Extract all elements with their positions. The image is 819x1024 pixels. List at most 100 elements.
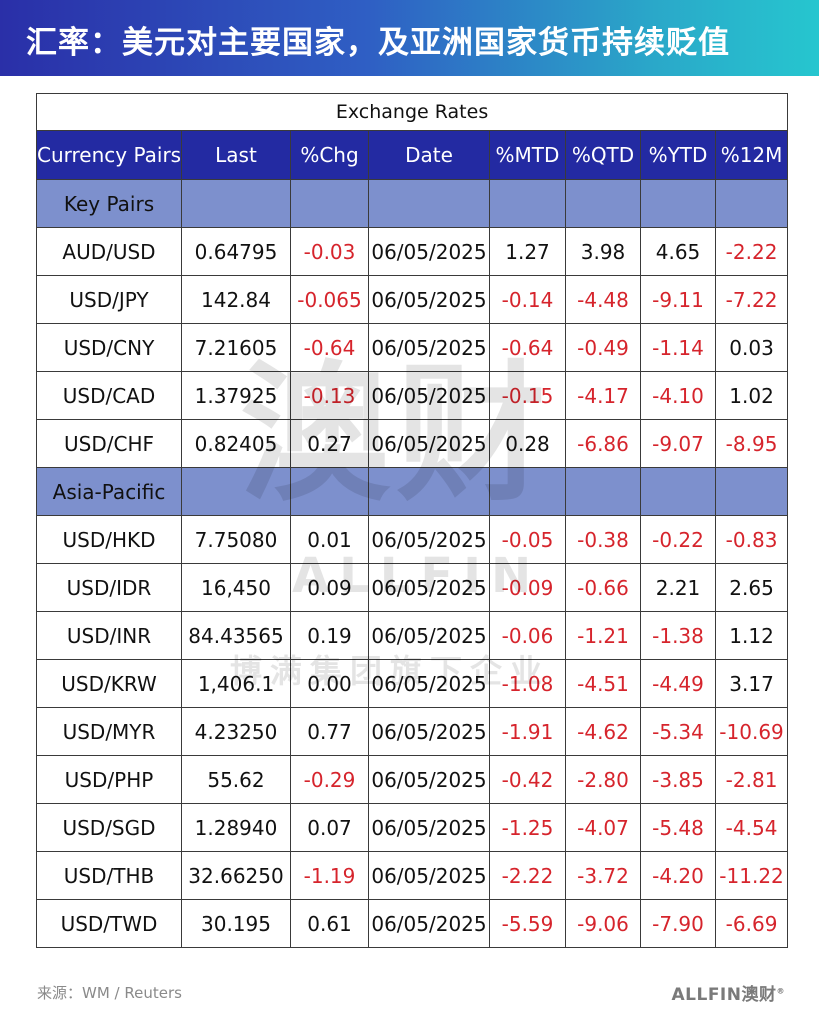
table-cell: -4.62 <box>565 707 641 756</box>
table-cell: 1.37925 <box>181 371 291 420</box>
group-label: Asia-Pacific <box>36 467 182 516</box>
table-cell: -2.22 <box>714 227 789 276</box>
table-cell: -0.66 <box>565 563 641 612</box>
table-cell: -7.90 <box>640 899 716 948</box>
table-cell: -4.20 <box>640 851 716 900</box>
column-header: Last <box>181 130 291 180</box>
table-cell: -2.22 <box>489 851 566 900</box>
group-cell <box>714 467 789 516</box>
table-row: USD/IDR 16,450 0.09 06/05/2025 -0.09 -0.66 2.2… <box>36 563 789 612</box>
table-row: AUD/USD 0.64795 -0.03 06/05/2025 1.27 3.98 4.6… <box>36 227 789 276</box>
currency-pair-cell: USD/CHF <box>36 419 182 468</box>
group-cell <box>565 179 641 228</box>
table-cell: 55.62 <box>181 755 291 804</box>
column-header: Currency Pairs <box>36 130 182 180</box>
table-cell: 3.17 <box>714 659 789 708</box>
table-cell: 0.77 <box>290 707 369 756</box>
table-cell: -0.065 <box>290 275 369 324</box>
group-cell <box>565 467 641 516</box>
table-cell: 4.23250 <box>181 707 291 756</box>
currency-pair-cell: USD/THB <box>36 851 182 900</box>
table-cell: 0.61 <box>290 899 369 948</box>
table-cell: 06/05/2025 <box>368 323 490 372</box>
table-row: USD/CHF 0.82405 0.27 06/05/2025 0.28 -6.86 -9.… <box>36 419 789 468</box>
table-cell: 06/05/2025 <box>368 851 490 900</box>
table-cell: 06/05/2025 <box>368 275 490 324</box>
table-row: USD/TWD 30.195 0.61 06/05/2025 -5.59 -9.06 -7.… <box>36 899 789 948</box>
table-cell: 0.28 <box>489 419 566 468</box>
table-row: USD/KRW 1,406.1 0.00 06/05/2025 -1.08 -4.51 -4… <box>36 659 789 708</box>
table-cell: -5.59 <box>489 899 566 948</box>
table-cell: -9.11 <box>640 275 716 324</box>
table-row: USD/SGD 1.28940 0.07 06/05/2025 -1.25 -4.07 -5… <box>36 803 789 852</box>
table-cell: -0.83 <box>714 515 789 564</box>
table-cell: 2.21 <box>640 563 716 612</box>
column-header: %YTD <box>640 130 716 180</box>
group-cell <box>290 467 369 516</box>
table-cell: 06/05/2025 <box>368 563 490 612</box>
currency-pair-cell: USD/SGD <box>36 803 182 852</box>
table-cell: 06/05/2025 <box>368 227 490 276</box>
table-cell: 06/05/2025 <box>368 515 490 564</box>
table-row: USD/PHP 55.62 -0.29 06/05/2025 -0.42 -2.80 -3.… <box>36 755 789 804</box>
table-cell: -8.95 <box>714 419 789 468</box>
table-cell: 06/05/2025 <box>368 611 490 660</box>
table-cell: -4.17 <box>565 371 641 420</box>
table-cell: -5.34 <box>640 707 716 756</box>
table-cell: -1.08 <box>489 659 566 708</box>
table-cell: 06/05/2025 <box>368 371 490 420</box>
table-cell: -6.86 <box>565 419 641 468</box>
column-header: %Chg <box>290 130 369 180</box>
table-cell: 06/05/2025 <box>368 899 490 948</box>
group-cell <box>181 179 291 228</box>
table-cell: 0.64795 <box>181 227 291 276</box>
column-header: %12M <box>714 130 789 180</box>
table-cell: 1.28940 <box>181 803 291 852</box>
group-cell <box>714 179 789 228</box>
currency-pair-cell: AUD/USD <box>36 227 182 276</box>
table-cell: 0.00 <box>290 659 369 708</box>
table-cell: 16,450 <box>181 563 291 612</box>
table-row: USD/CAD 1.37925 -0.13 06/05/2025 -0.15 -4.17-… <box>36 371 789 420</box>
table-cell: -0.09 <box>489 563 566 612</box>
table-cell: -1.91 <box>489 707 566 756</box>
table-cell: -1.19 <box>290 851 369 900</box>
group-cell <box>489 467 566 516</box>
table-cell: -0.38 <box>565 515 641 564</box>
currency-pair-cell: USD/IDR <box>36 563 182 612</box>
table-cell: -4.51 <box>565 659 641 708</box>
table-cell: -4.49 <box>640 659 716 708</box>
table-cell: 0.09 <box>290 563 369 612</box>
table-cell: -0.42 <box>489 755 566 804</box>
table-cell: -6.69 <box>714 899 789 948</box>
group-cell <box>640 179 716 228</box>
table-cell: 142.84 <box>181 275 291 324</box>
table-cell: -9.06 <box>565 899 641 948</box>
currency-pair-cell: USD/MYR <box>36 707 182 756</box>
table-cell: -0.64 <box>290 323 369 372</box>
table-cell: -0.13 <box>290 371 369 420</box>
source-note: 来源：WM / Reuters <box>37 984 182 1002</box>
column-header: Date <box>368 130 490 180</box>
currency-pair-cell: USD/HKD <box>36 515 182 564</box>
table-cell: -2.81 <box>714 755 789 804</box>
table-cell: 0.01 <box>290 515 369 564</box>
table-cell: 06/05/2025 <box>368 419 490 468</box>
table-body: Exchange Rates Currency Pairs Last %Chg Dat… <box>35 93 789 948</box>
group-header-row: Asia-Pacific <box>36 467 789 516</box>
table-cell: 7.21605 <box>181 323 291 372</box>
allfin-logo: ALLFIN澳财® <box>672 980 786 1005</box>
table-cell: -3.72 <box>565 851 641 900</box>
table-cell: -1.25 <box>489 803 566 852</box>
table-cell: -0.06 <box>489 611 566 660</box>
table-cell: -7.22 <box>714 275 789 324</box>
table-cell: 06/05/2025 <box>368 659 490 708</box>
table-cell: 1.12 <box>714 611 789 660</box>
table-cell: 4.65 <box>640 227 716 276</box>
table-title: Exchange Rates <box>35 93 789 131</box>
currency-pair-cell: USD/JPY <box>36 275 182 324</box>
table-row: USD/CNY 7.21605 -0.64 06/05/2025 -0.64 -0.49-… <box>36 323 789 372</box>
currency-pair-cell: USD/KRW <box>36 659 182 708</box>
currency-pair-cell: USD/CAD <box>36 371 182 420</box>
group-label: Key Pairs <box>36 179 182 228</box>
